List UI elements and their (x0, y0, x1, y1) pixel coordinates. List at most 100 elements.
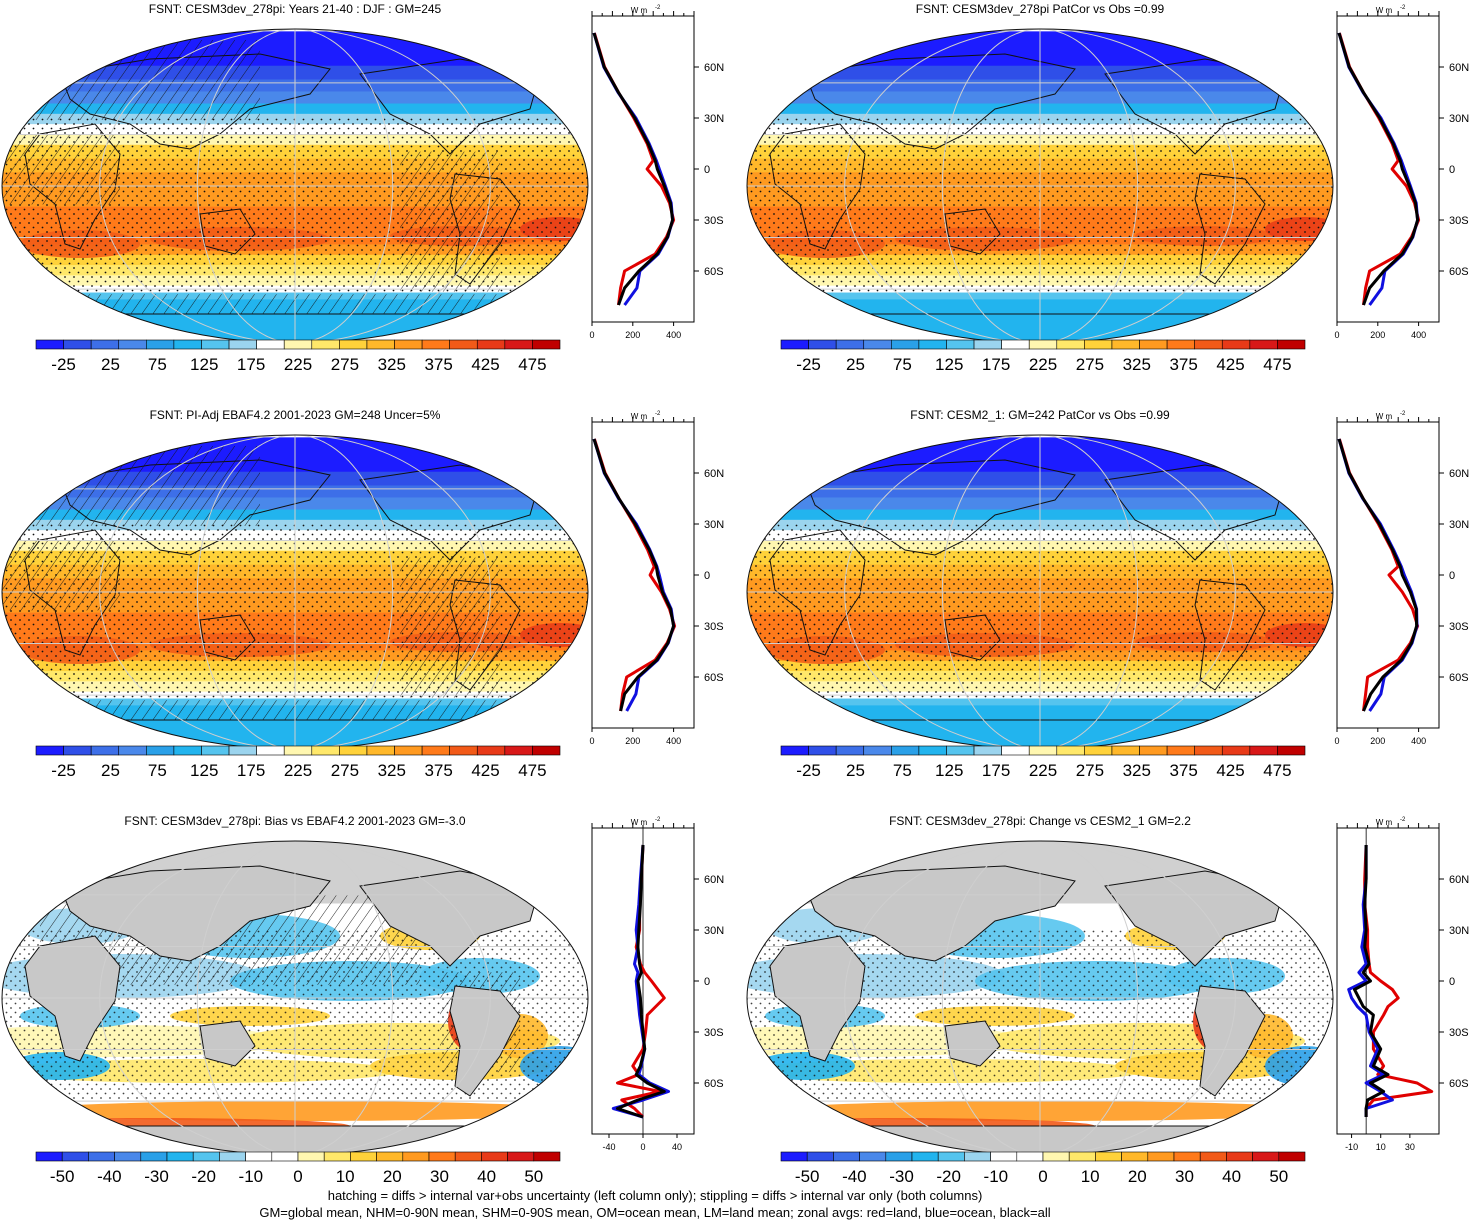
colorbar-label: 225 (284, 761, 312, 780)
units-label: W m (631, 6, 648, 15)
colorbar-swatch (1249, 745, 1278, 756)
plot-frame (591, 421, 695, 729)
gridline-lon (294, 435, 491, 749)
colorbar-swatch (88, 1151, 115, 1162)
colorbar-label: -30 (889, 1167, 914, 1186)
units-label: W m (1376, 412, 1393, 421)
colorbar-swatch (918, 339, 947, 350)
series-line-all (592, 32, 675, 306)
units-label: W m (631, 412, 648, 421)
colorbar-swatch (394, 745, 423, 756)
colorbar-swatch (245, 1151, 273, 1162)
continent-outline (24, 529, 121, 656)
colorbar-label: 175 (982, 355, 1010, 374)
gridline-lon (294, 29, 394, 343)
units-exponent: -2 (1400, 817, 1406, 823)
lat-tick-label: 0 (1449, 570, 1455, 582)
colorbar-label: 125 (190, 761, 218, 780)
gridline-lon (294, 435, 394, 749)
lat-tick-label: 30S (704, 621, 724, 633)
hatch-area (30, 39, 260, 120)
colorbar-swatch (35, 745, 64, 756)
lat-band (747, 471, 1333, 486)
colorbar-swatch (339, 745, 368, 756)
gridline-lon (196, 29, 296, 343)
colorbar-swatch (1226, 1151, 1253, 1162)
gridline-lon (1039, 841, 1139, 1155)
colorbar-label: 325 (378, 355, 406, 374)
x-tick-label: 30 (1405, 1142, 1415, 1152)
continent-outline (1194, 173, 1266, 285)
colorbar-label: 50 (1269, 1167, 1288, 1186)
colorbar-swatch (1028, 745, 1058, 756)
colorbar-swatch (146, 339, 175, 350)
colorbar-label: -50 (795, 1167, 820, 1186)
colorbar-label: -25 (51, 355, 76, 374)
continent-outline (2, 719, 588, 749)
continent-outline (449, 173, 521, 285)
lat-tick-label: 30S (1449, 621, 1469, 633)
colorbar-swatch (1001, 745, 1030, 756)
colorbar-label: 20 (383, 1167, 402, 1186)
colorbar-label: 20 (1128, 1167, 1147, 1186)
lat-band (747, 299, 1333, 342)
colorbar-swatch (990, 1151, 1018, 1162)
series-line-all (592, 438, 676, 712)
lat-tick-label: 0 (1449, 164, 1455, 176)
colorbar-swatch (885, 1151, 913, 1162)
colorbar-swatch (63, 745, 92, 756)
colorbar-swatch (140, 1151, 168, 1162)
colorbar-label: -25 (796, 761, 821, 780)
series-line-all (1337, 32, 1420, 306)
continent-outline (944, 208, 1001, 255)
colorbar-swatch (297, 1151, 325, 1162)
colorbar-swatch (114, 1151, 142, 1162)
colorbar-swatch (833, 1151, 860, 1162)
colorbar-label: -10 (239, 1167, 264, 1186)
gridline-lon (941, 29, 1041, 343)
colorbar-swatch (859, 1151, 887, 1162)
units-exponent: -2 (655, 5, 661, 11)
lat-tick-label: 30N (1449, 519, 1469, 531)
zonal-plot: W m -2 60N 30N 0 30S 60S 0 200 400 (1334, 411, 1469, 746)
colorbar-label: 75 (893, 761, 912, 780)
colorbar-swatch (323, 1151, 351, 1162)
x-tick-label: 200 (625, 330, 640, 340)
colorbar-swatch (863, 339, 892, 350)
colorbar-swatch (428, 1151, 456, 1162)
colorbar-swatch (532, 745, 561, 756)
gridline-lon (294, 29, 491, 343)
panel-title: FSNT: PI-Adj EBAF4.2 2001-2023 GM=248 Un… (149, 408, 441, 422)
lat-tick-label: 60N (1449, 468, 1469, 480)
map-field (747, 29, 1333, 343)
colorbar-label: 225 (284, 355, 312, 374)
colorbar-label: -25 (796, 355, 821, 374)
panel-6: FSNT: CESM3dev_278pi: Change vs CESM2_1 … (745, 812, 1483, 1218)
colorbar-label: 30 (1175, 1167, 1194, 1186)
hatch-area (400, 151, 500, 292)
lat-tick-label: 0 (704, 570, 710, 582)
colorbar-label: 125 (935, 355, 963, 374)
lat-tick-label: 0 (1449, 976, 1455, 988)
panel-title: FSNT: CESM3dev_278pi: Years 21-40 : DJF … (148, 2, 442, 16)
map-field (2, 841, 588, 1155)
continent-outline (199, 208, 256, 255)
gridline-lon (1039, 29, 1139, 343)
colorbar-swatch (376, 1151, 404, 1162)
colorbar-label: 325 (1123, 761, 1151, 780)
x-tick-label: 40 (672, 1142, 682, 1152)
x-tick-label: 400 (666, 330, 681, 340)
continent-outline (449, 579, 521, 691)
zonal-plot: W m -2 60N 30N 0 30S 60S 0 200 400 (1334, 5, 1469, 340)
gridline-lon (1039, 435, 1139, 749)
lat-tick-label: 30S (1449, 1027, 1469, 1039)
colorbar-swatch (63, 339, 92, 350)
colorbar-swatch (311, 339, 340, 350)
colorbar-swatch (533, 1151, 561, 1162)
colorbar-label: 0 (1038, 1167, 1047, 1186)
colorbar-swatch (911, 1151, 939, 1162)
map (1, 840, 589, 1156)
colorbar-label: 25 (101, 355, 120, 374)
gridline-lon (1039, 435, 1236, 749)
colorbar-label: 375 (1169, 355, 1197, 374)
